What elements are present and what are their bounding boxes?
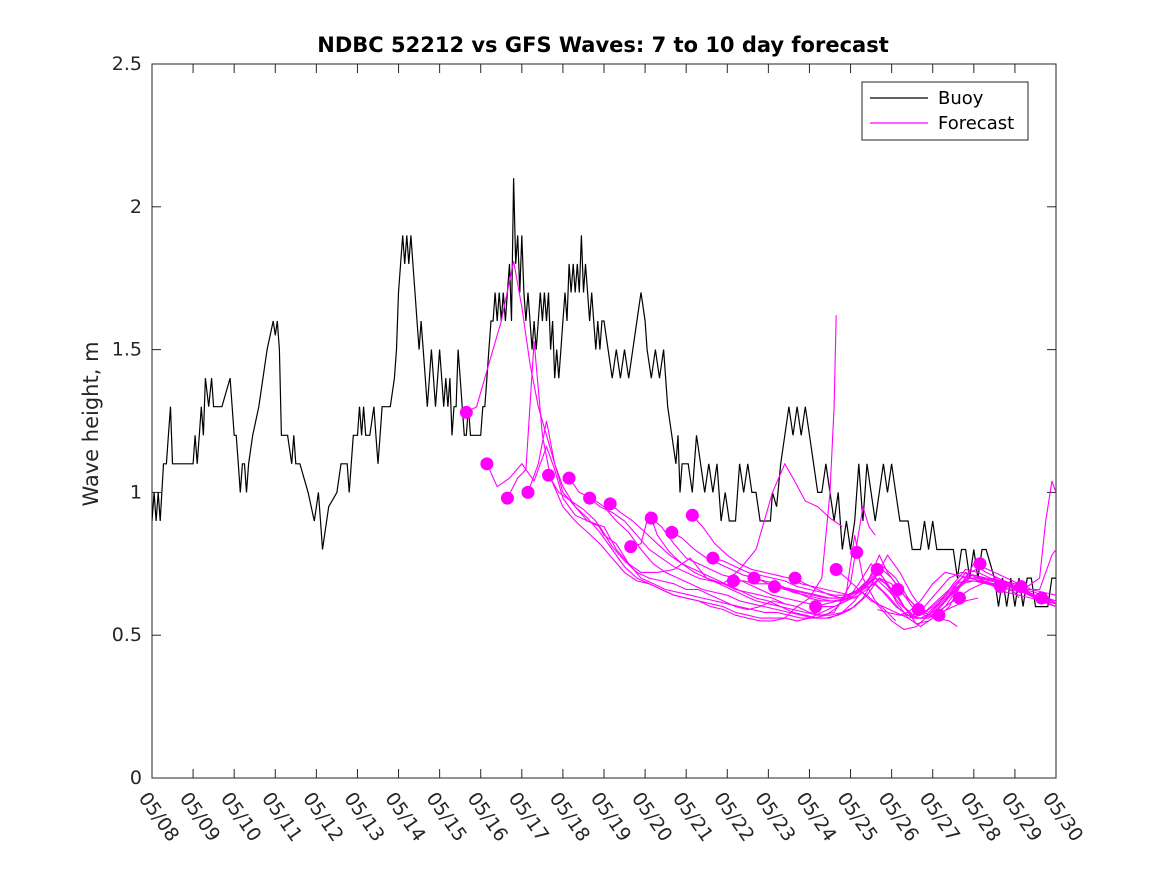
forecast-marker xyxy=(891,583,905,597)
forecast-marker xyxy=(952,591,966,605)
forecast-series-line xyxy=(527,420,860,622)
forecast-series-line xyxy=(691,514,1040,619)
plot-area: 00.511.522.505/0805/0905/1005/1105/1205/… xyxy=(112,53,1088,846)
legend: Buoy Forecast xyxy=(861,81,1029,141)
y-tick-label: 2.5 xyxy=(112,53,142,75)
forecast-marker xyxy=(994,580,1008,594)
forecast-marker xyxy=(973,557,987,571)
forecast-marker xyxy=(459,405,473,419)
forecast-marker xyxy=(1035,591,1049,605)
legend-label-buoy: Buoy xyxy=(938,88,984,109)
forecast-marker xyxy=(665,525,679,539)
axes-box xyxy=(151,63,1057,779)
chart-title: NDBC 52212 vs GFS Waves: 7 to 10 day for… xyxy=(317,33,888,57)
forecast-marker xyxy=(685,508,699,522)
y-tick-label: 0 xyxy=(130,767,142,789)
forecast-series-line xyxy=(753,574,1056,616)
forecast-marker xyxy=(809,600,823,614)
forecast-marker xyxy=(644,511,658,525)
forecast-marker xyxy=(500,491,514,505)
forecast-marker xyxy=(624,540,638,554)
legend-label-forecast: Forecast xyxy=(938,113,1014,134)
forecast-series-line xyxy=(856,549,1056,631)
forecast-series-line xyxy=(897,571,1056,616)
forecast-marker xyxy=(788,571,802,585)
y-tick-label: 1 xyxy=(130,481,142,503)
forecast-marker xyxy=(603,497,617,511)
forecast-marker xyxy=(850,545,864,559)
forecast-marker xyxy=(829,563,843,577)
forecast-marker xyxy=(726,574,740,588)
forecast-marker xyxy=(562,471,576,485)
forecast-marker xyxy=(768,580,782,594)
forecast-marker xyxy=(542,468,556,482)
forecast-series-line xyxy=(712,557,1056,616)
forecast-marker xyxy=(870,563,884,577)
forecast-series-line xyxy=(650,517,999,628)
y-tick-label: 2 xyxy=(130,196,142,218)
y-tick-label: 0.5 xyxy=(112,624,142,646)
forecast-series-line xyxy=(630,510,979,625)
data-layer xyxy=(152,178,1056,631)
forecast-marker xyxy=(480,457,494,471)
y-tick-label: 1.5 xyxy=(112,339,142,361)
forecast-series-line xyxy=(877,571,1056,616)
forecast-marker xyxy=(1014,580,1028,594)
forecast-marker xyxy=(521,485,535,499)
forecast-series-line xyxy=(548,475,876,619)
legend-box xyxy=(861,81,1029,141)
buoy-series-line xyxy=(152,178,1056,608)
forecast-series-line xyxy=(568,477,897,619)
forecast-marker xyxy=(932,608,946,622)
forecast-marker xyxy=(706,551,720,565)
forecast-marker xyxy=(583,491,597,505)
forecast-marker xyxy=(911,602,925,616)
y-axis-label: Wave height, m xyxy=(79,341,103,506)
forecast-marker xyxy=(747,571,761,585)
